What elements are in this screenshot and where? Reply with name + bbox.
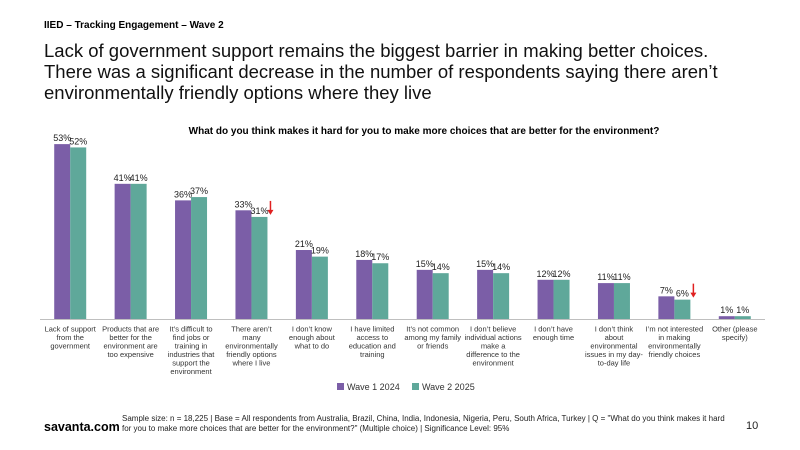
data-label-wave1: 18% [355,249,373,259]
page-title: Lack of government support remains the b… [44,40,764,103]
data-label-wave2: 11% [613,272,630,282]
bar-wave2 [432,273,449,320]
data-label-wave2: 1% [736,305,749,315]
data-label-wave1: 53% [53,133,71,143]
bar-wave1 [175,200,192,320]
data-label-wave1: 7% [660,285,673,295]
bar-wave2 [251,216,268,320]
bar-wave2 [493,273,510,320]
title-line-3: environmentally friendly options where t… [44,82,432,103]
bar-wave1 [356,259,373,320]
data-label-wave1: 11% [597,272,614,282]
data-label-wave1: 12% [537,269,555,279]
data-label-wave1: 33% [234,199,252,209]
bar-wave2 [191,197,208,320]
significance-arrow-icon [267,209,274,215]
category-label: It’s difficult to find jobs or training in… [168,325,216,377]
data-label-wave2: 37% [190,186,208,196]
bar-wave1 [477,269,494,320]
bar-wave1 [597,283,614,320]
brand-logo-text: savanta.com [44,420,120,434]
chart-title: What do you think makes it hard for you … [189,126,660,137]
data-label-wave2: 14% [432,262,450,272]
bar-wave2 [130,183,147,320]
category-label: I’m not interested in making environmental… [646,325,704,360]
category-label: It’s not common among my family or friends [404,325,461,351]
bar-wave1 [416,269,433,320]
title-line-2: There was a significant decrease in the … [44,61,718,82]
data-label-wave1: 21% [295,239,313,249]
category-label: Lack of support from the government [45,325,97,351]
page-number: 10 [746,420,759,432]
data-label-wave2: 17% [371,252,389,262]
legend-label-wave2: Wave 2 2025 [422,382,475,392]
title-line-1: Lack of government support remains the b… [44,40,709,61]
bar-wave2 [311,256,328,320]
data-label-wave2: 6% [676,289,689,299]
significance-arrow-icon [690,292,697,298]
footnote: Sample size: n = 18,225 | Base = All res… [122,414,725,433]
legend-swatch-wave2 [412,383,419,390]
legend-label-wave1: Wave 1 2024 [347,382,400,392]
data-label-wave1: 1% [720,305,733,315]
data-label-wave1: 36% [174,189,192,199]
category-label: Other (please specify) [712,325,757,343]
bar-wave1 [114,183,131,320]
legend-swatch-wave1 [337,383,344,390]
data-label-wave2: 41% [130,173,148,183]
bar-wave1 [295,250,312,320]
data-label-wave1: 41% [114,173,132,183]
bar-wave2 [372,263,389,320]
bar-wave2 [553,279,570,320]
category-label: I don’t know enough about what to do [289,325,336,351]
bar-wave2 [674,299,691,320]
category-label: There aren’t many environmentally friendly … [225,325,278,368]
data-label-wave2: 12% [553,269,571,279]
bar-wave2 [734,316,751,320]
bar-wave2 [70,147,87,320]
bar-wave1 [54,144,71,320]
category-label: Products that are better for the environme… [102,325,159,360]
data-label-wave1: 15% [476,259,494,269]
report-tag: IIED – Tracking Engagement – Wave 2 [44,20,224,31]
category-label: I don’t think about environmental issues in… [585,325,643,368]
data-label-wave2: 31% [250,206,268,216]
category-label: I have limited access to education and trai… [349,325,396,360]
bar-wave1 [537,279,554,320]
data-label-wave2: 19% [311,246,329,256]
bar-wave2 [613,283,630,320]
bar-wave1 [718,316,735,320]
bar-wave1 [235,210,252,320]
data-label-wave2: 52% [69,136,87,146]
bar-wave1 [658,296,675,320]
data-label-wave2: 14% [492,262,510,272]
data-label-wave1: 15% [416,259,434,269]
category-label: I don’t have enough time [533,325,574,343]
